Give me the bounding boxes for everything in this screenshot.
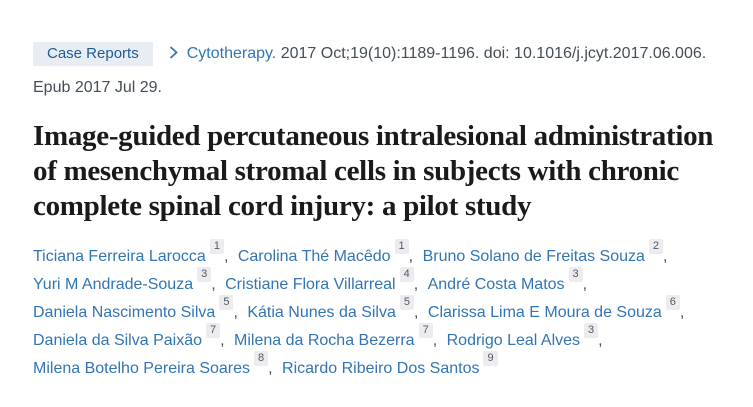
affiliation-superscript: 9 xyxy=(483,350,498,366)
pubmed-article-header: Case Reports Cytotherapy. 2017 Oct;19(10)… xyxy=(33,42,730,383)
author-item: Yuri M Andrade-Souza3, xyxy=(33,266,216,299)
author-link[interactable]: Rodrigo Leal Alves xyxy=(446,332,581,349)
author-link[interactable]: Milena Botelho Pereira Soares xyxy=(33,360,251,377)
author-separator: , xyxy=(220,332,225,349)
author-item: André Costa Matos3, xyxy=(427,266,588,299)
author-link[interactable]: Yuri M Andrade-Souza xyxy=(33,276,194,293)
chevron-right-icon xyxy=(169,43,178,67)
affiliation-superscript: 3 xyxy=(197,266,212,282)
author-separator: , xyxy=(414,304,419,321)
citation-line: Case Reports Cytotherapy. 2017 Oct;19(10)… xyxy=(33,42,730,100)
affiliation-superscript: 1 xyxy=(209,238,224,254)
journal-link[interactable]: Cytotherapy. xyxy=(186,45,277,62)
author-item: Cristiane Flora Villarreal4, xyxy=(225,266,419,299)
author-item: Rodrigo Leal Alves3, xyxy=(446,322,603,355)
author-link[interactable]: Clarissa Lima E Moura de Souza xyxy=(427,304,662,321)
author-link[interactable]: Milena da Rocha Bezerra xyxy=(234,332,415,349)
author-item: Daniela da Silva Paixão7, xyxy=(33,322,225,355)
author-item: Milena da Rocha Bezerra7, xyxy=(234,322,438,355)
author-item: Ricardo Ribeiro Dos Santos9 xyxy=(282,350,498,383)
affiliation-superscript: 6 xyxy=(665,294,680,310)
author-link[interactable]: Cristiane Flora Villarreal xyxy=(225,276,396,293)
authors-list: Ticiana Ferreira Larocca1, Carolina Thé … xyxy=(33,238,730,383)
author-link[interactable]: Daniela da Silva Paixão xyxy=(33,332,202,349)
author-separator: , xyxy=(432,332,438,349)
author-link[interactable]: Kátia Nunes da Silva xyxy=(247,304,396,321)
affiliation-superscript: 2 xyxy=(648,238,664,254)
publication-type-badge: Case Reports xyxy=(33,42,153,66)
affiliation-superscript: 5 xyxy=(219,294,234,310)
author-link[interactable]: Bruno Solano de Freitas Souza xyxy=(422,248,645,265)
affiliation-superscript: 4 xyxy=(399,266,414,282)
affiliation-superscript: 3 xyxy=(568,266,583,282)
author-item: Ticiana Ferreira Larocca1, xyxy=(33,238,229,271)
affiliation-superscript: 5 xyxy=(399,294,414,310)
author-item: Milena Botelho Pereira Soares8, xyxy=(33,350,273,383)
author-link[interactable]: Ricardo Ribeiro Dos Santos xyxy=(282,360,480,377)
epub-date: Epub 2017 Jul 29. xyxy=(33,79,162,96)
author-link[interactable]: André Costa Matos xyxy=(427,276,565,293)
article-title: Image-guided percutaneous intralesional … xyxy=(33,120,714,222)
citation-text: 2017 Oct;19(10):1189-1196. doi: 10.1016/… xyxy=(280,45,707,62)
affiliation-superscript: 8 xyxy=(254,350,269,366)
author-separator: , xyxy=(233,304,238,321)
author-separator: , xyxy=(223,248,229,265)
affiliation-superscript: 7 xyxy=(418,322,433,338)
author-item: Daniela Nascimento Silva5, xyxy=(33,294,238,327)
affiliation-superscript: 7 xyxy=(206,322,221,338)
author-separator: , xyxy=(582,276,588,293)
author-item: Bruno Solano de Freitas Souza2, xyxy=(422,238,668,271)
author-item: Kátia Nunes da Silva5, xyxy=(247,294,419,327)
author-separator: , xyxy=(413,276,419,293)
author-separator: , xyxy=(679,304,685,321)
author-separator: , xyxy=(211,276,216,293)
affiliation-superscript: 3 xyxy=(584,322,599,338)
author-separator: , xyxy=(598,332,603,349)
author-item: Clarissa Lima E Moura de Souza6, xyxy=(427,294,685,327)
affiliation-superscript: 1 xyxy=(394,238,409,254)
author-item: Carolina Thé Macêdo1, xyxy=(237,238,414,271)
author-link[interactable]: Ticiana Ferreira Larocca xyxy=(33,248,206,265)
author-separator: , xyxy=(408,248,414,265)
author-separator: , xyxy=(268,360,273,377)
author-link[interactable]: Daniela Nascimento Silva xyxy=(33,304,216,321)
author-separator: , xyxy=(663,248,668,265)
author-link[interactable]: Carolina Thé Macêdo xyxy=(237,248,391,265)
